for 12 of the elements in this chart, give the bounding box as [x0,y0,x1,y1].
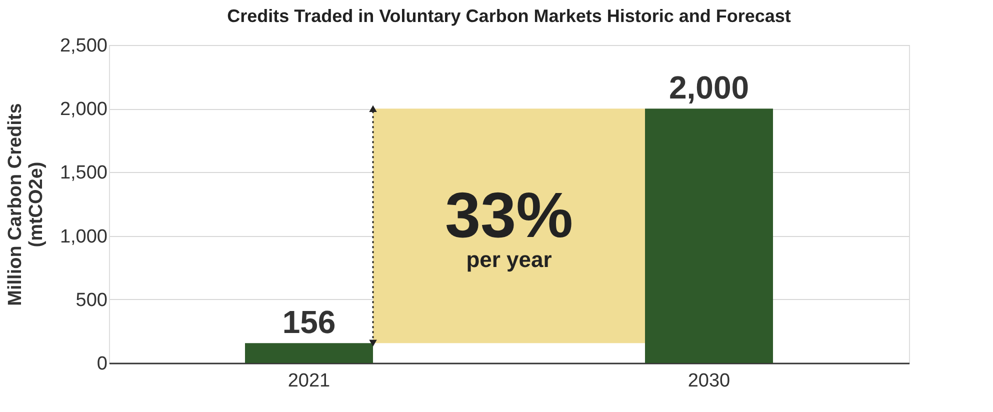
y-tick-label: 500 [76,290,108,311]
y-tick-label: 0 [96,354,108,374]
x-tick-label: 2021 [288,370,330,392]
x-tick-label: 2030 [688,370,730,392]
chart-title: Credits Traded in Voluntary Carbon Markets Historic and Forecast [227,6,791,26]
data-label: 2,000 [668,70,750,106]
y-axis-title: Million Carbon Credits (mtCO2e) [4,103,47,306]
y-tick-label: 1,000 [60,226,108,248]
data-label: 156 [282,304,336,340]
y-tick-label: 2,500 [60,36,108,56]
y-tick-label: 2,000 [60,99,108,120]
y-tick-label: 1,500 [60,162,108,184]
